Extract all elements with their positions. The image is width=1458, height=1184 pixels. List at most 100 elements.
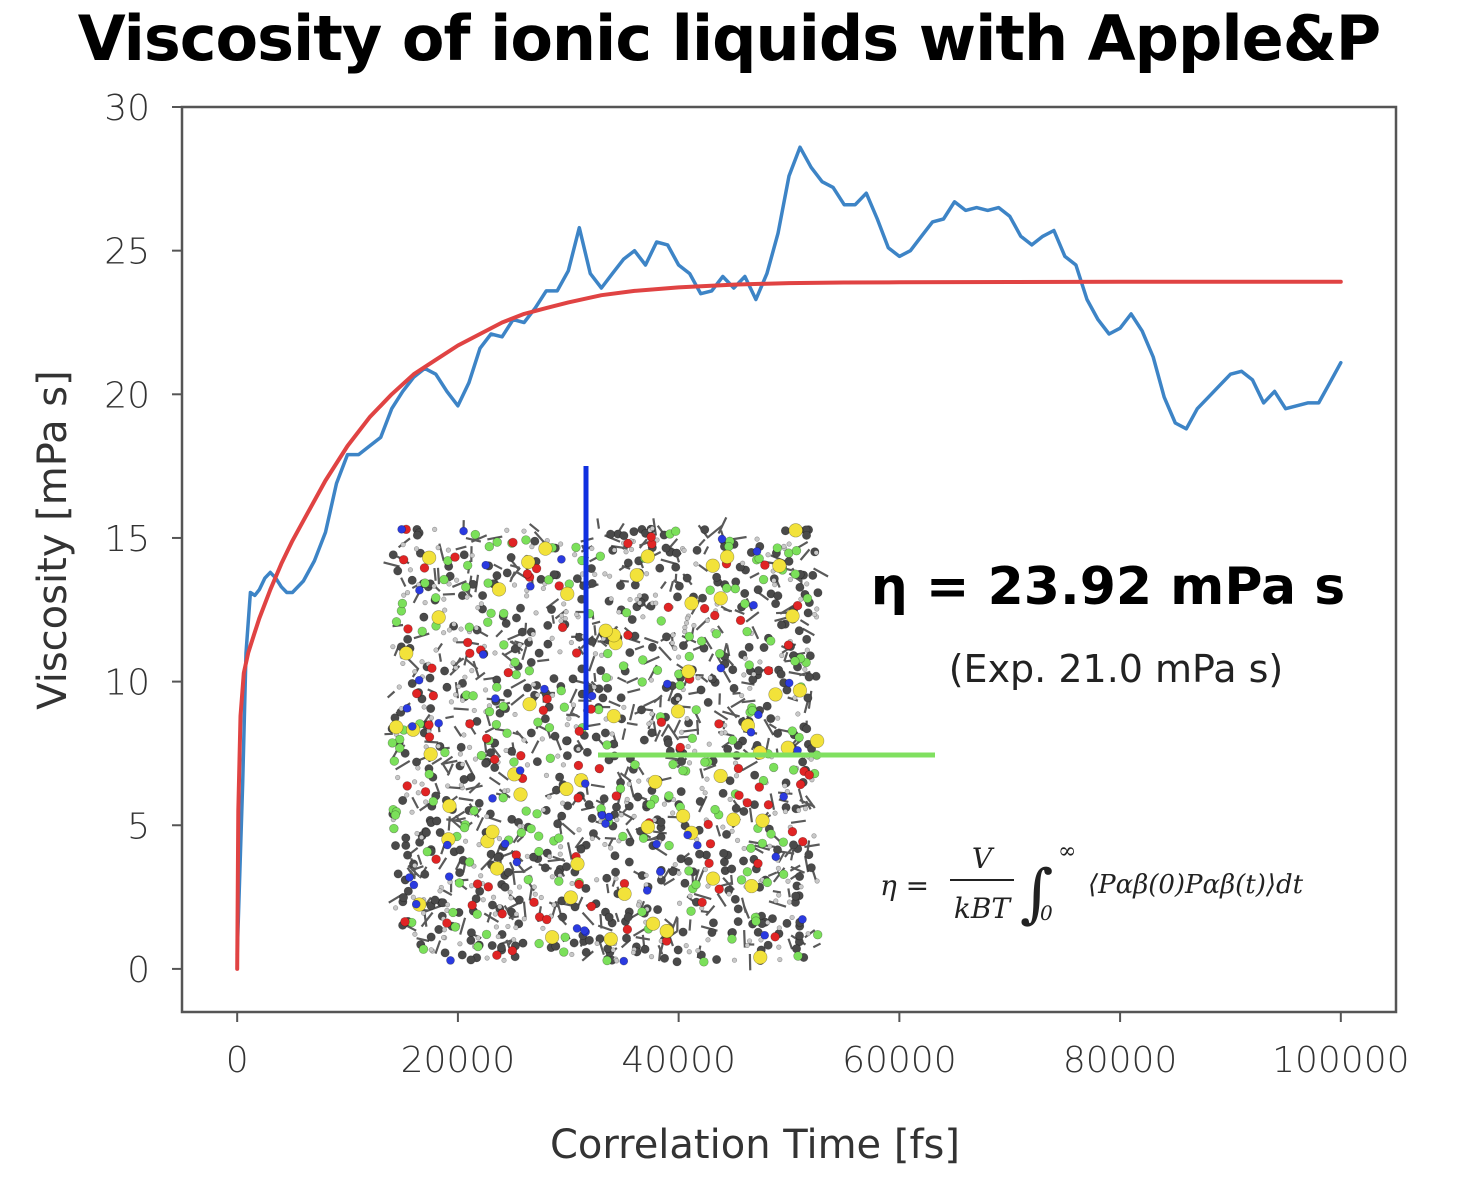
oxygen-atom xyxy=(663,602,674,613)
fluorine-atom xyxy=(715,648,725,659)
series-layer xyxy=(235,145,1343,971)
fluorine-atom xyxy=(766,636,776,646)
fluorine-atom xyxy=(521,535,531,545)
sulfur-atom xyxy=(705,558,720,573)
hydrogen-atom xyxy=(508,895,514,901)
fluorine-atom xyxy=(740,599,750,609)
hydrogen-atom xyxy=(776,892,782,898)
hydrogen-atom xyxy=(643,571,650,577)
hydrogen-atom xyxy=(501,788,508,794)
carbon-atom xyxy=(502,568,512,578)
hydrogen-atom xyxy=(705,883,711,889)
carbon-atom xyxy=(407,679,417,689)
fluorine-atom xyxy=(511,669,521,680)
x-tick-label: 60000 xyxy=(842,1040,957,1081)
hydrogen-atom xyxy=(437,888,443,894)
carbon-atom xyxy=(518,938,528,948)
hydrogen-atom xyxy=(789,914,795,921)
carbon-atom xyxy=(532,757,542,767)
carbon-atom xyxy=(576,844,586,854)
hydrogen-atom xyxy=(547,853,553,860)
atom-bond xyxy=(438,857,448,870)
hydrogen-atom xyxy=(461,732,467,738)
oxygen-atom xyxy=(403,624,413,634)
hydrogen-atom xyxy=(695,947,701,954)
nitrogen-atom xyxy=(642,886,652,895)
carbon-atom xyxy=(572,574,582,584)
carbon-atom xyxy=(731,803,741,813)
carbon-atom xyxy=(582,747,592,757)
atom-bond xyxy=(440,755,454,766)
fluorine-atom xyxy=(742,626,752,637)
atom-bond xyxy=(635,936,651,941)
hydrogen-atom xyxy=(524,853,530,859)
carbon-atom xyxy=(722,829,732,839)
oxygen-atom xyxy=(465,719,475,729)
hydrogen-atom xyxy=(624,796,630,802)
fluorine-atom xyxy=(431,593,441,603)
fluorine-atom xyxy=(668,759,678,770)
atom-bond xyxy=(732,691,741,695)
fluorine-atom xyxy=(516,827,527,838)
hydrogen-atom xyxy=(733,773,740,779)
hydrogen-atom xyxy=(635,902,642,908)
atom-bond xyxy=(451,580,467,588)
tick-labels: 0 20000 40000 60000 80000 100000 0 5 10 15 20 25 30 xyxy=(104,88,1409,1081)
hydrogen-atom xyxy=(679,729,685,735)
carbon-atom xyxy=(708,918,718,928)
nitrogen-atom xyxy=(446,956,455,965)
nitrogen-atom xyxy=(444,872,454,881)
fluorine-atom xyxy=(448,907,458,918)
carbon-atom xyxy=(619,531,629,541)
hydrogen-atom xyxy=(740,560,746,566)
hydrogen-atom xyxy=(452,637,458,643)
nitrogen-atom xyxy=(491,694,500,703)
atom-bond xyxy=(614,912,620,923)
carbon-atom xyxy=(794,626,804,636)
carbon-atom xyxy=(712,955,722,965)
carbon-atom xyxy=(773,728,783,738)
sulfur-atom xyxy=(629,568,644,583)
carbon-atom xyxy=(486,748,496,758)
hydrogen-atom xyxy=(767,843,773,849)
fluorine-atom xyxy=(758,574,769,585)
fluorine-atom xyxy=(603,648,613,659)
nitrogen-atom xyxy=(663,679,672,689)
hydrogen-atom xyxy=(517,823,523,829)
fluorine-atom xyxy=(645,799,656,810)
hydrogen-atom xyxy=(610,947,616,953)
hydrogen-atom xyxy=(672,645,678,652)
hydrogen-atom xyxy=(792,695,798,701)
hydrogen-atom xyxy=(773,898,779,904)
hydrogen-atom xyxy=(531,681,537,688)
atom-bond xyxy=(708,653,715,662)
carbon-atom xyxy=(561,736,571,746)
atom-bond xyxy=(552,855,566,863)
atom-bond xyxy=(433,567,437,581)
carbon-atom xyxy=(604,912,614,922)
fluorine-atom xyxy=(710,804,720,815)
hydrogen-atom xyxy=(428,715,435,721)
nitrogen-atom xyxy=(402,704,412,713)
hydrogen-atom xyxy=(643,872,649,878)
hydrogen-atom xyxy=(395,774,401,781)
hydrogen-atom xyxy=(630,949,637,956)
hydrogen-atom xyxy=(422,600,428,606)
atom-bond xyxy=(569,688,578,704)
fluorine-atom xyxy=(454,878,465,888)
atom-bond xyxy=(688,919,692,931)
carbon-atom xyxy=(625,648,635,658)
fluorine-atom xyxy=(684,631,694,642)
carbon-atom xyxy=(434,925,444,935)
experimental-value: (Exp. 21.0 mPa s) xyxy=(949,647,1284,691)
hydrogen-atom xyxy=(675,654,682,660)
carbon-atom xyxy=(403,886,413,896)
hydrogen-atom xyxy=(720,824,726,830)
nitrogen-atom xyxy=(488,794,497,803)
hydrogen-atom xyxy=(675,696,681,702)
atom-bond xyxy=(722,670,732,683)
carbon-atom xyxy=(804,672,814,682)
hydrogen-atom xyxy=(734,837,741,843)
oxygen-atom xyxy=(574,726,584,736)
hydrogen-atom xyxy=(440,934,447,941)
